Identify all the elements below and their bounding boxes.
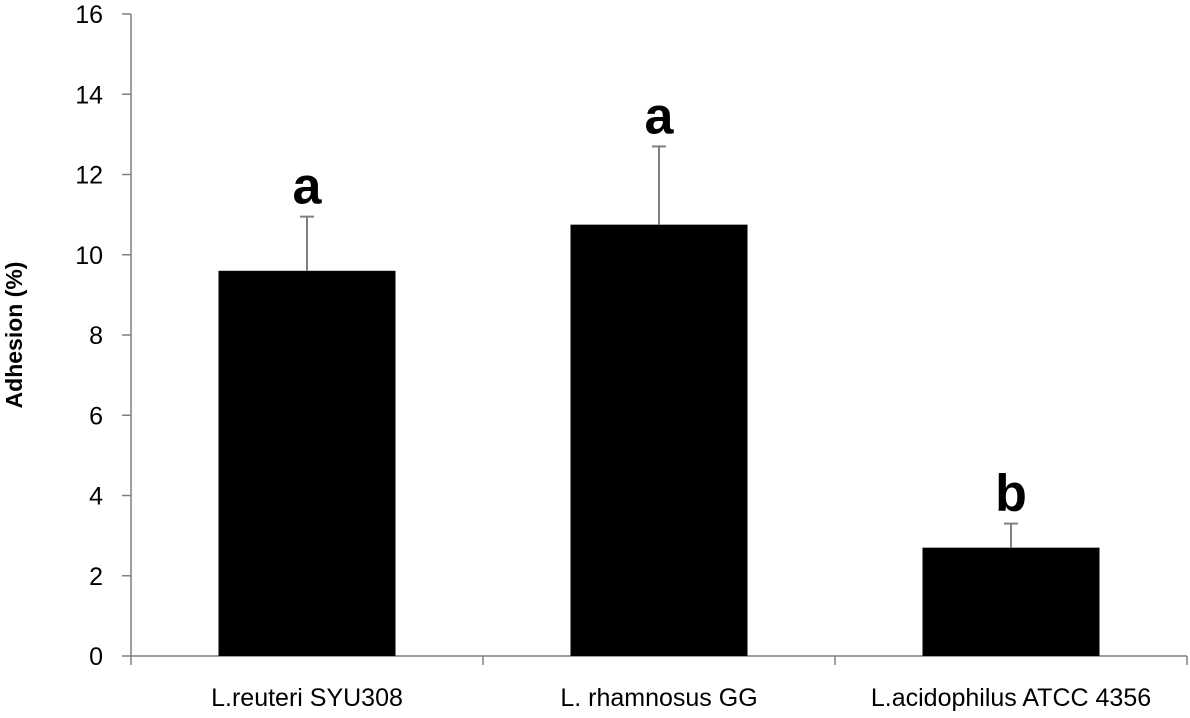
x-axis: L.reuteri SYU308 L. rhamnosus GG L.acidoph…	[130, 655, 1188, 712]
error-bars	[300, 145, 1018, 548]
y-tick-label: 16	[75, 1, 103, 29]
x-tick-label: L.reuteri SYU308	[211, 684, 403, 712]
bar	[218, 270, 396, 656]
y-tick-label: 14	[75, 81, 103, 109]
significance-label: b	[995, 465, 1027, 523]
y-tick-label: 0	[89, 643, 103, 671]
y-tick-label: 2	[89, 563, 103, 591]
bar	[922, 547, 1100, 656]
bar	[570, 224, 748, 656]
x-tick-label: L. rhamnosus GG	[560, 684, 757, 712]
y-tick-label: 6	[89, 402, 103, 430]
x-tick-label: L.acidophilus ATCC 4356	[871, 684, 1151, 712]
significance-labels: a a b	[293, 87, 1027, 522]
bars	[218, 224, 1100, 656]
y-tick-label: 12	[75, 162, 103, 190]
y-tick-label: 4	[89, 483, 103, 511]
y-tick-label: 8	[89, 322, 103, 350]
y-tick-label: 10	[75, 242, 103, 270]
significance-label: a	[293, 158, 323, 216]
y-axis: 0 2 4 6 8 10 12 14 16	[75, 1, 132, 671]
y-axis-label: Adhesion (%)	[1, 262, 27, 409]
significance-label: a	[645, 87, 675, 145]
